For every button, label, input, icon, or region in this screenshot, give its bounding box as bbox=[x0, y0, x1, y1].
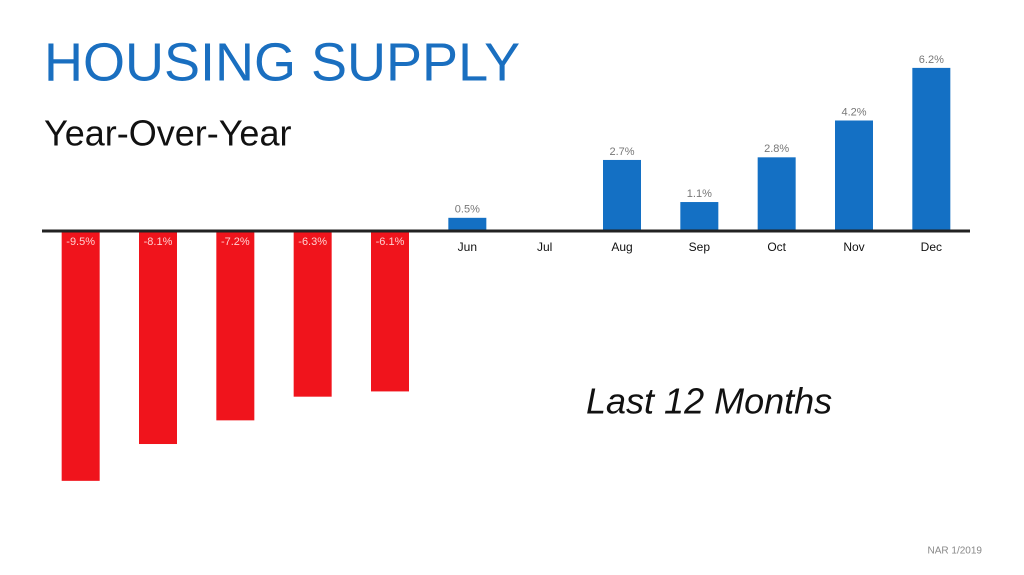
annotation: Last 12 Months bbox=[586, 381, 832, 422]
value-label: 4.2% bbox=[841, 106, 866, 118]
bar bbox=[293, 230, 332, 397]
x-tick-label: Aug bbox=[611, 240, 632, 254]
bar bbox=[139, 230, 177, 445]
bar bbox=[603, 159, 641, 231]
value-label: -9.5% bbox=[66, 236, 95, 248]
x-tick-label: Jun bbox=[458, 240, 477, 254]
x-tick-label: Nov bbox=[843, 240, 864, 254]
bar bbox=[835, 120, 873, 231]
bar bbox=[680, 202, 719, 231]
bar bbox=[371, 230, 409, 392]
bar bbox=[61, 230, 100, 481]
source: NAR 1/2019 bbox=[928, 546, 983, 557]
bar bbox=[448, 217, 487, 231]
x-tick-label: Jul bbox=[537, 240, 552, 254]
chart-title: HOUSING SUPPLY bbox=[44, 32, 520, 92]
value-label: -7.2% bbox=[221, 236, 250, 248]
bar bbox=[912, 67, 951, 231]
x-tick-label: Oct bbox=[767, 240, 786, 254]
bar bbox=[216, 230, 255, 421]
value-label: -6.3% bbox=[298, 236, 327, 248]
value-label: -6.1% bbox=[376, 236, 405, 248]
value-label: -8.1% bbox=[144, 236, 173, 248]
x-tick-label: Dec bbox=[921, 240, 942, 254]
value-label: 6.2% bbox=[919, 54, 944, 66]
value-label: 1.1% bbox=[687, 188, 712, 200]
value-label: 0.5% bbox=[455, 204, 480, 216]
value-label: 2.7% bbox=[609, 146, 634, 158]
chart-subtitle: Year-Over-Year bbox=[44, 113, 291, 154]
value-label: 2.8% bbox=[764, 143, 789, 155]
bar bbox=[757, 157, 796, 231]
x-tick-label: Sep bbox=[689, 240, 711, 254]
